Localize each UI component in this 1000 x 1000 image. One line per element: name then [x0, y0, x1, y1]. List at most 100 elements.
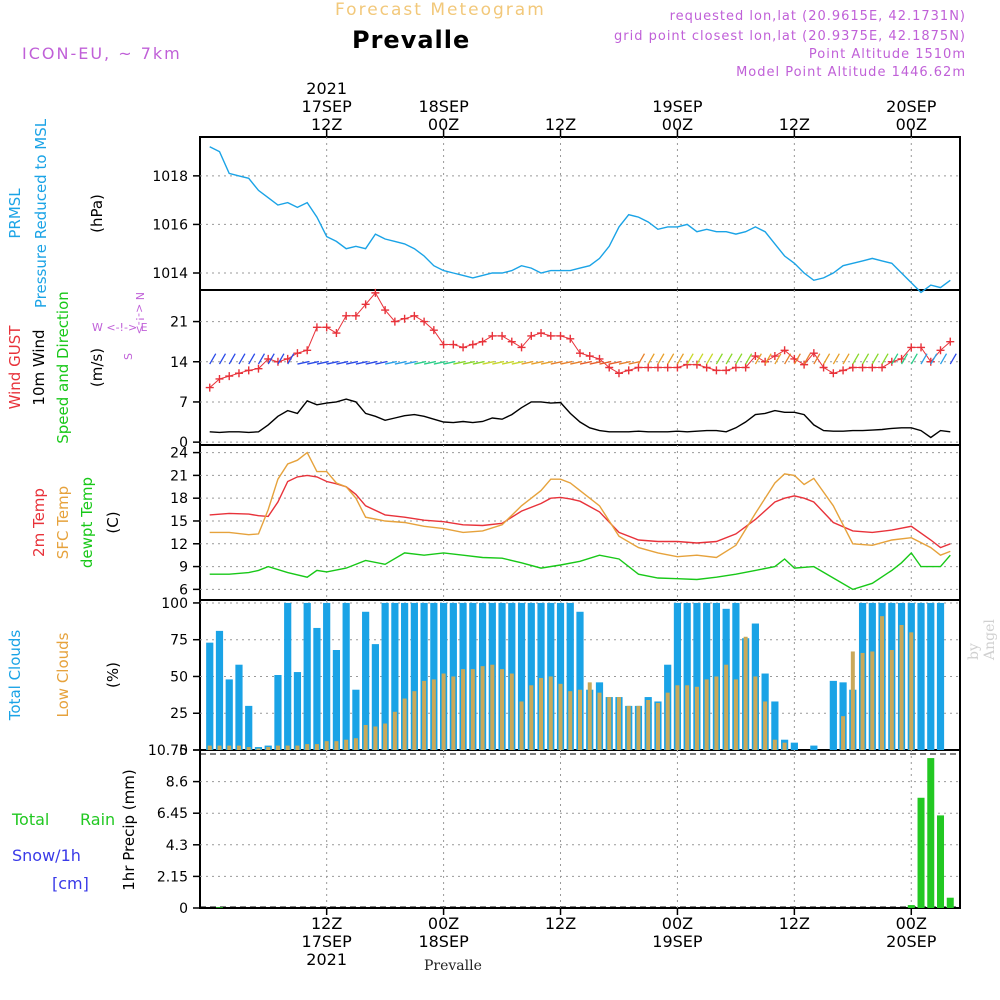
gust-marker: [478, 337, 487, 346]
wind-direction-arrow: [900, 353, 909, 365]
wind-direction-arrow: [823, 353, 831, 365]
gust-marker: [225, 372, 234, 381]
gust-marker: [498, 331, 507, 340]
wind-direction-arrow: [725, 353, 733, 365]
rain-bar: [917, 797, 925, 908]
wind-direction-arrow: [209, 353, 217, 365]
panel-label: 2m Temp: [30, 488, 48, 557]
total-cloud-bar: [362, 611, 370, 750]
bottom-time-label: 20SEP: [886, 932, 937, 951]
model-label: ICON-EU, ~ 7km: [22, 44, 182, 63]
top-time-label: 12Z: [779, 115, 810, 134]
gust-marker: [576, 349, 584, 358]
gust-marker: [537, 329, 546, 338]
y-tick-label: 1018: [152, 169, 188, 185]
bottom-time-label: 12Z: [311, 914, 342, 933]
wind-direction-arrow: [599, 360, 612, 365]
wind-direction-arrow: [570, 360, 583, 365]
wind-direction-arrow: [784, 353, 792, 365]
bottom-time-label: 17SEP: [302, 932, 353, 951]
wind-direction-arrow: [238, 353, 246, 365]
low-cloud-bar: [256, 748, 261, 750]
rain-bar: [946, 897, 954, 908]
gust-marker: [488, 331, 497, 340]
total-cloud-bar: [430, 602, 438, 750]
wind-direction-arrow: [939, 353, 948, 365]
y-tick-label: 14: [170, 355, 188, 371]
wind-direction-arrow: [637, 353, 646, 365]
watermark: by Angel: [966, 619, 998, 660]
wind-direction-arrow: [404, 360, 417, 365]
gust-marker: [566, 334, 575, 343]
wind-direction-arrow: [764, 353, 772, 365]
low-cloud-bar: [899, 625, 904, 750]
bottom-time-label: 12Z: [779, 914, 810, 933]
low-cloud-bar: [646, 700, 651, 750]
low-cloud-bar: [461, 669, 466, 750]
total-cloud-bar: [293, 672, 302, 750]
gust-marker: [322, 323, 331, 332]
wind-direction-arrow: [609, 360, 622, 365]
snow-label: Snow/1h: [12, 846, 81, 865]
gust-marker: [312, 323, 321, 332]
panel-label: Pressure Reduced to MSL: [32, 118, 50, 308]
wind-direction-arrow: [667, 353, 675, 365]
point-altitude: Point Altitude 1510m: [808, 47, 966, 62]
panel-label: PRMSL: [6, 188, 24, 239]
gust-marker: [673, 363, 682, 372]
wind-direction-arrow: [355, 360, 368, 365]
total-cloud-bar: [332, 650, 341, 750]
low-cloud-bar: [227, 745, 232, 750]
gust-marker: [517, 343, 526, 352]
grid-point-coordinates: grid point closest lon,lat (20.9375E, 42…: [614, 29, 966, 44]
gust-marker: [468, 340, 477, 349]
wind-direction-arrow: [307, 360, 320, 365]
wind-direction-arrow: [891, 353, 899, 365]
y-tick-label: 50: [170, 669, 188, 685]
gust-marker: [215, 374, 224, 383]
gust-marker: [780, 346, 789, 355]
total-cloud-bar: [829, 680, 837, 750]
gust-marker: [273, 357, 282, 366]
low-cloud-bar: [675, 685, 680, 750]
low-cloud-bar: [841, 716, 846, 750]
panel-label: Total Clouds: [6, 630, 24, 722]
bottom-time-label: 19SEP: [652, 932, 703, 951]
low-cloud-bar: [412, 691, 417, 750]
top-time-label: 00Z: [896, 115, 927, 134]
y-tick-label: 0: [179, 901, 188, 917]
y-tick-label: 75: [170, 633, 188, 649]
top-time-label: 20SEP: [886, 97, 937, 116]
y-tick-label: 0: [179, 435, 188, 451]
low-cloud-bar: [772, 739, 777, 750]
gust-marker: [936, 346, 945, 355]
wind-direction-arrow: [482, 360, 495, 365]
total-cloud-bar: [245, 705, 253, 750]
wind-direction-arrow: [316, 360, 329, 365]
top-time-label: 00Z: [662, 115, 693, 134]
wind-direction-arrow: [453, 360, 466, 365]
low-cloud-bar: [694, 686, 699, 750]
gust-marker: [712, 366, 721, 375]
low-cloud-bar: [880, 616, 885, 750]
gust-marker: [634, 363, 643, 372]
gust-marker: [770, 352, 779, 361]
panel-label: SFC Temp: [54, 486, 72, 559]
wind-direction-arrow: [579, 360, 592, 365]
total-cloud-bar: [790, 742, 798, 750]
total-cloud-bar: [771, 701, 779, 750]
gust-marker: [868, 363, 877, 372]
wind-direction-arrow: [336, 360, 349, 365]
wind-direction-arrow: [326, 360, 339, 365]
total-cloud-bar: [537, 602, 545, 750]
total-cloud-bar: [566, 602, 574, 750]
panel-unit-label: (hPa): [88, 194, 106, 233]
panel-label: dewpt Temp: [78, 477, 96, 568]
low-cloud-bar: [626, 705, 631, 750]
low-cloud-bar: [275, 745, 280, 750]
y-tick-label: 21: [170, 315, 188, 331]
gust-marker: [410, 311, 419, 320]
gust-marker: [926, 357, 935, 366]
total-cloud-bar: [410, 602, 418, 750]
total-cloud-bar: [284, 602, 292, 750]
